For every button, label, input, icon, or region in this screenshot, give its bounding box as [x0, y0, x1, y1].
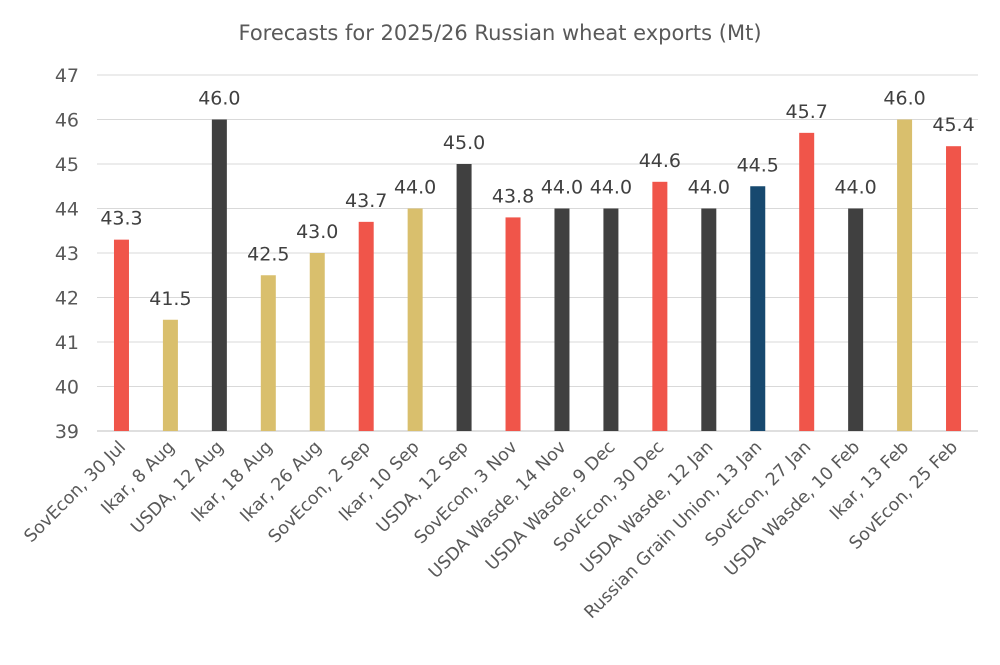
y-tick-label: 46 — [55, 110, 79, 132]
y-tick-label: 45 — [55, 154, 79, 176]
data-label: 43.3 — [100, 208, 142, 230]
bar — [456, 164, 472, 431]
data-label: 44.0 — [541, 177, 583, 199]
data-label: 43.7 — [345, 190, 387, 212]
bar — [701, 208, 717, 431]
y-tick-label: 44 — [55, 199, 79, 221]
bar — [505, 217, 521, 431]
data-label: 44.6 — [639, 150, 681, 172]
bar — [750, 186, 766, 431]
bar — [407, 208, 423, 431]
data-label: 43.8 — [492, 185, 534, 207]
data-label: 44.0 — [394, 177, 436, 199]
bar — [848, 208, 864, 431]
bar — [358, 221, 374, 431]
bar — [554, 208, 570, 431]
y-tick-label: 41 — [55, 332, 79, 354]
data-label: 46.0 — [883, 88, 925, 110]
data-label: 41.5 — [149, 288, 191, 310]
y-tick-label: 47 — [55, 65, 79, 87]
bar — [162, 319, 178, 431]
x-tick-label: Russian Grain Union, 13 Jan — [581, 437, 767, 623]
data-label: 44.0 — [834, 177, 876, 199]
bar — [946, 146, 962, 431]
bar — [260, 275, 276, 431]
data-label: 44.5 — [737, 154, 779, 176]
data-label: 45.4 — [932, 114, 974, 136]
bar — [113, 239, 129, 431]
gridlines — [97, 74, 978, 432]
data-label: 42.5 — [247, 243, 289, 265]
data-label: 45.0 — [443, 132, 485, 154]
bar — [309, 253, 325, 431]
y-tick-label: 39 — [55, 421, 79, 443]
y-tick-label: 40 — [55, 377, 79, 399]
y-axis-ticks: 39 40 41 42 43 44 45 46 47 — [55, 65, 79, 443]
bar — [799, 132, 815, 431]
y-tick-label: 43 — [55, 243, 79, 265]
data-label: 46.0 — [198, 88, 240, 110]
y-tick-label: 42 — [55, 288, 79, 310]
bars — [113, 119, 962, 431]
data-label: 43.0 — [296, 221, 338, 243]
bar — [211, 119, 227, 431]
bar — [603, 208, 619, 431]
chart-title: Forecasts for 2025/26 Russian wheat expo… — [238, 21, 761, 45]
bar — [652, 181, 668, 431]
data-label: 45.7 — [786, 101, 828, 123]
data-labels: 43.3 41.5 46.0 42.5 43.0 43.7 44.0 45.0 43.8 44.0… — [100, 88, 974, 310]
data-label: 44.0 — [688, 177, 730, 199]
data-label: 44.0 — [590, 177, 632, 199]
bar — [897, 119, 913, 431]
